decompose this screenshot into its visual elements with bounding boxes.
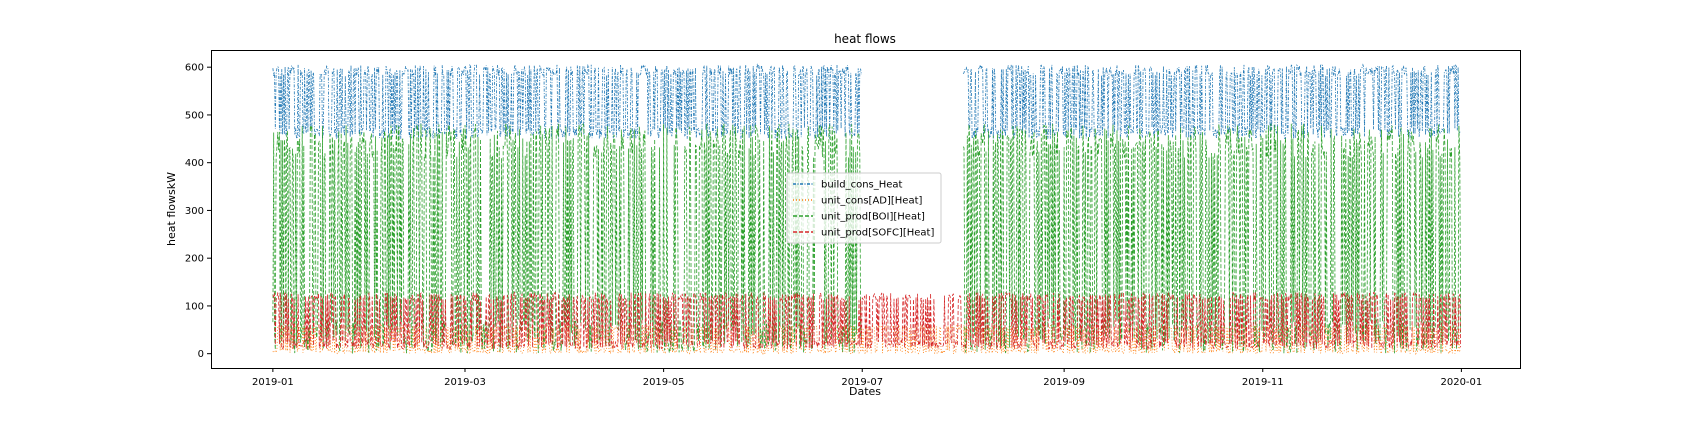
legend-label: unit_cons[AD][Heat] bbox=[821, 196, 923, 207]
series-line-3 bbox=[272, 291, 1461, 351]
legend-box bbox=[786, 172, 942, 244]
x-tick-label: 2019-07 bbox=[841, 377, 883, 388]
y-tick-label: 300 bbox=[185, 206, 204, 217]
x-tick-label: 2019-05 bbox=[643, 377, 685, 388]
series-line-2 bbox=[272, 123, 1461, 354]
legend-label: build_cons_Heat bbox=[821, 180, 903, 191]
x-tick-label: 2019-03 bbox=[444, 377, 486, 388]
y-tick-label: 600 bbox=[185, 63, 204, 74]
x-tick-label: 2020-01 bbox=[1440, 377, 1482, 388]
y-tick-label: 500 bbox=[185, 110, 204, 121]
x-tick-label: 2019-01 bbox=[252, 377, 294, 388]
legend-label: unit_prod[BOI][Heat] bbox=[821, 212, 925, 223]
y-axis: 0 100 200 300 400 500 600 bbox=[185, 63, 211, 360]
y-axis-label: heat flowskW bbox=[165, 172, 178, 246]
x-tick-label: 2019-09 bbox=[1043, 377, 1085, 388]
series-line-1 bbox=[272, 323, 1461, 356]
y-tick-label: 0 bbox=[198, 349, 204, 360]
plot-area bbox=[272, 63, 1461, 356]
plot-frame bbox=[211, 50, 1521, 369]
legend-label: unit_prod[SOFC][Heat] bbox=[821, 228, 934, 239]
y-tick-label: 200 bbox=[185, 254, 204, 265]
chart-title: heat flows bbox=[834, 32, 896, 46]
legend: build_cons_Heat unit_cons[AD][Heat] unit_p… bbox=[786, 172, 942, 244]
y-tick-label: 400 bbox=[185, 158, 204, 169]
y-tick-label: 100 bbox=[185, 301, 204, 312]
x-tick-label: 2019-11 bbox=[1242, 377, 1284, 388]
x-axis: 2019-01 2019-03 2019-05 2019-07 2019-09 2019-… bbox=[252, 368, 1482, 388]
x-axis-label: Dates bbox=[849, 385, 881, 398]
